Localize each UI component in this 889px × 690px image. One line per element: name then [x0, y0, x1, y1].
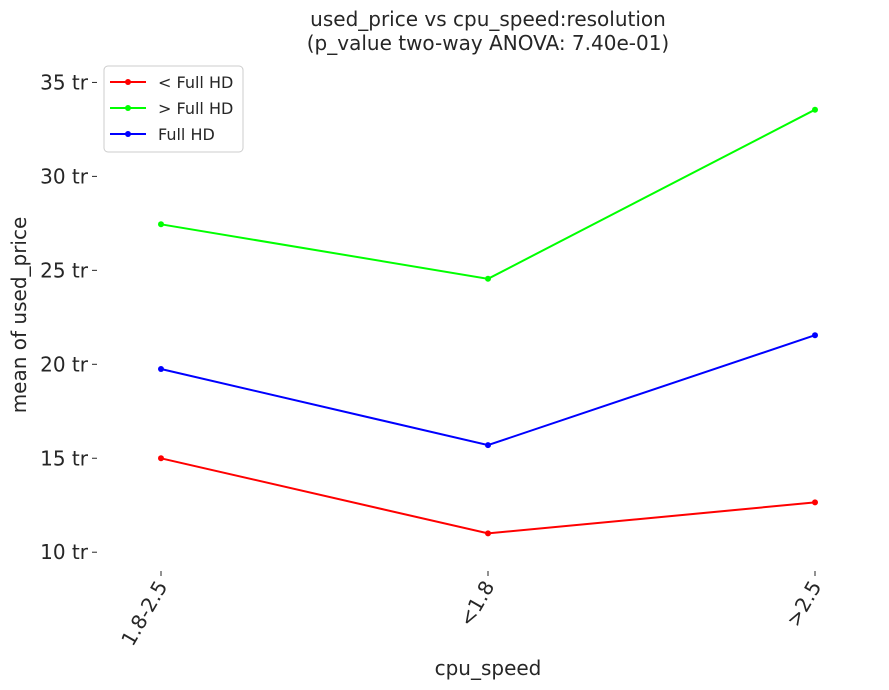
- data-point: [485, 442, 491, 449]
- legend: < Full HD > Full HD Full HD: [103, 65, 244, 153]
- data-point: [812, 332, 818, 339]
- x-axis-label: cpu_speed: [435, 656, 542, 680]
- legend-frame: [103, 65, 244, 153]
- x-tick-label: >2.5: [781, 577, 826, 631]
- series-line-2: [160, 334, 816, 447]
- legend-label: < Full HD: [158, 73, 233, 92]
- series-line-1: [160, 108, 816, 280]
- y-axis: 10 tr 15 tr 20 tr 25 tr 30 tr 35 tr: [40, 70, 97, 564]
- x-tick-label: <1.8: [454, 577, 499, 631]
- x-tick-label: 1.8-2.5: [116, 577, 172, 650]
- legend-label: Full HD: [158, 125, 215, 144]
- data-point: [812, 106, 818, 113]
- data-point: [158, 455, 164, 462]
- data-point: [485, 530, 491, 537]
- legend-marker: [125, 131, 131, 137]
- legend-marker: [125, 105, 131, 111]
- data-point: [158, 221, 164, 228]
- y-tick-label: 20 tr: [40, 352, 89, 376]
- legend-label: > Full HD: [158, 99, 233, 118]
- plot-area: [158, 106, 818, 537]
- y-tick-label: 15 tr: [40, 446, 89, 470]
- y-tick-label: 10 tr: [40, 540, 89, 564]
- data-point: [812, 499, 818, 506]
- y-tick-label: 30 tr: [40, 164, 89, 188]
- y-axis-label: mean of used_price: [7, 217, 31, 414]
- series-line-0: [160, 457, 816, 535]
- y-tick-label: 25 tr: [40, 258, 89, 282]
- chart-subtitle: (p_value two-way ANOVA: 7.40e-01): [307, 31, 669, 55]
- x-axis: 1.8-2.5 <1.8 >2.5: [116, 571, 826, 650]
- data-point: [485, 275, 491, 282]
- chart-title: used_price vs cpu_speed:resolution: [310, 7, 666, 31]
- data-point: [158, 366, 164, 372]
- y-tick-label: 35 tr: [40, 70, 89, 94]
- legend-marker: [125, 79, 131, 85]
